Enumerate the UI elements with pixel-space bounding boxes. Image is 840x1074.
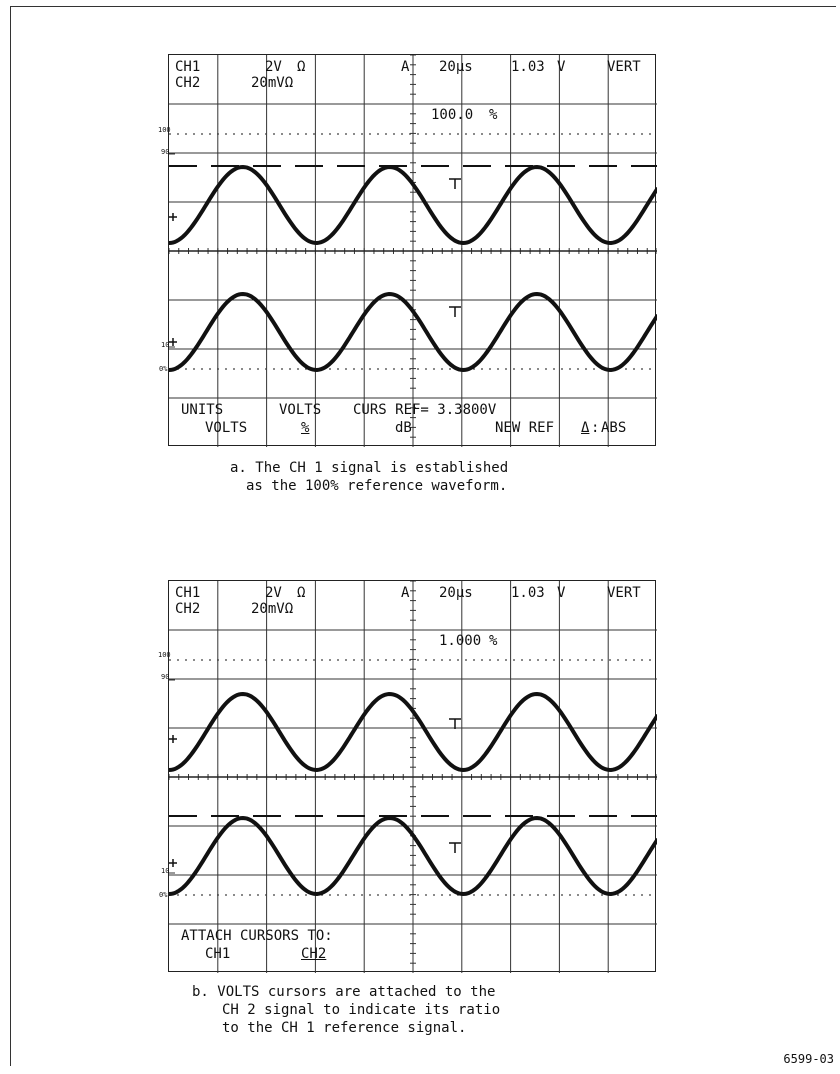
ch1-waveform (169, 164, 657, 246)
menu-separator: : (591, 420, 600, 436)
timebase-readout: 20μs (439, 59, 473, 75)
menu-option-percent[interactable]: % (301, 420, 310, 436)
caption-a-line2: as the 100% reference waveform. (246, 478, 508, 494)
menu-curs-ref: CURS REF= 3.3800V (353, 402, 497, 418)
graticule-label-100: 100 (158, 126, 171, 134)
scope-screen-a: CH1 CH2 2V Ω 20mVΩ A 20μs 1.03 V VERT 10… (168, 54, 657, 447)
ch2-label: CH2 (175, 601, 201, 617)
volts-readout: 1.03 (511, 59, 545, 75)
menu-option-ch1[interactable]: CH1 (205, 946, 231, 962)
menu-option-abs[interactable]: ABS (601, 420, 627, 436)
figure-number: 6599-03 (783, 1052, 834, 1066)
figure-frame (10, 6, 836, 1066)
graticule-and-waveforms-a (169, 55, 657, 447)
volts-unit: V (557, 59, 566, 75)
cursor-unit: % (489, 107, 498, 123)
timebase-readout: 20μs (439, 585, 473, 601)
graticule-label-10: 10 (161, 867, 170, 875)
caption-b-line3: to the CH 1 reference signal. (222, 1020, 467, 1036)
ch2-label: CH2 (175, 75, 201, 91)
menu-attach-cursors: ATTACH CURSORS TO: (181, 928, 333, 944)
ch1-label: CH1 (175, 585, 201, 601)
volts-unit: V (557, 585, 566, 601)
caption-a-line1: a. The CH 1 signal is established (230, 460, 509, 476)
graticule-and-waveforms-b (169, 581, 657, 973)
graticule-label-100: 100 (158, 651, 171, 659)
ch2-scale: 20mVΩ (251, 75, 294, 91)
menu-option-delta[interactable]: Δ (581, 420, 590, 436)
cursor-unit: % (489, 633, 498, 649)
ch1-impedance: Ω (297, 59, 306, 75)
ch1-scale: 2V (265, 585, 282, 601)
graticule-label-90: 90 (161, 673, 170, 681)
volts-readout: 1.03 (511, 585, 545, 601)
vert-label: VERT (607, 59, 641, 75)
graticule-label-90: 90 (161, 148, 170, 156)
ch2-scale: 20mVΩ (251, 601, 294, 617)
vert-label: VERT (607, 585, 641, 601)
graticule-label-0: 0% (159, 365, 168, 373)
ch1-scale: 2V (265, 59, 282, 75)
menu-option-volts[interactable]: VOLTS (205, 420, 248, 436)
scope-screen-b: CH1 CH2 2V Ω 20mVΩ A 20μs 1.03 V VERT 1.… (168, 580, 657, 973)
menu-volts-header[interactable]: VOLTS (279, 402, 322, 418)
menu-units[interactable]: UNITS (181, 402, 224, 418)
trigger-label: A (401, 585, 410, 601)
trigger-label: A (401, 59, 410, 75)
ch2-waveform (169, 291, 657, 373)
caption-b-line1: b. VOLTS cursors are attached to the (192, 984, 496, 1000)
graticule-label-10: 10 (161, 341, 170, 349)
ch1-waveform (169, 691, 657, 773)
menu-option-new-ref[interactable]: NEW REF (495, 420, 555, 436)
cursor-readout: 100.0 (431, 107, 474, 123)
caption-b-line2: CH 2 signal to indicate its ratio (222, 1002, 501, 1018)
cursor-readout: 1.000 (439, 633, 482, 649)
graticule-label-0: 0% (159, 891, 168, 899)
ch2-waveform (169, 815, 657, 897)
menu-option-db[interactable]: dB (395, 420, 412, 436)
ch1-label: CH1 (175, 59, 201, 75)
menu-option-ch2[interactable]: CH2 (301, 946, 327, 962)
ch1-impedance: Ω (297, 585, 306, 601)
